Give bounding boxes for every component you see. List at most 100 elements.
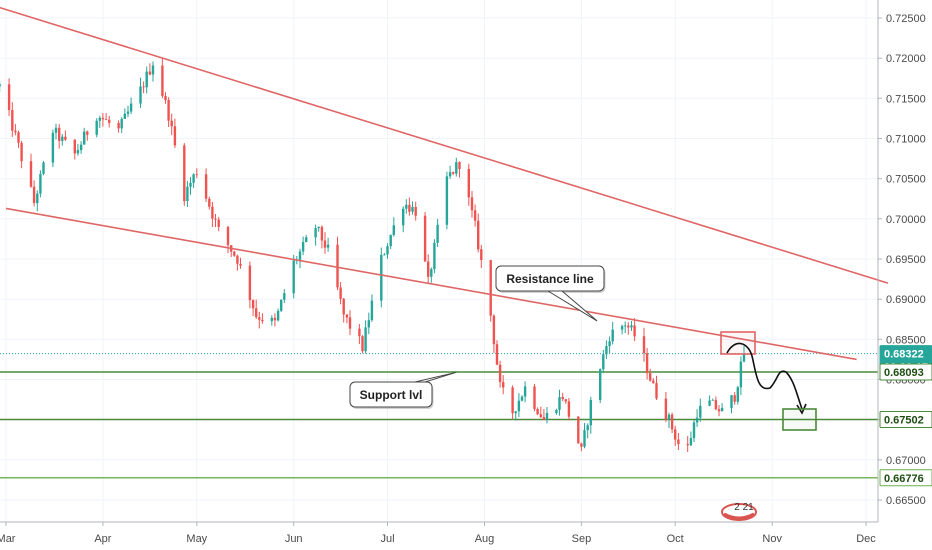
candle-body[interactable] [736, 387, 739, 402]
candle-body[interactable] [655, 383, 658, 399]
candle-body[interactable] [558, 397, 561, 410]
candle-body[interactable] [620, 325, 624, 330]
candle-body[interactable] [348, 317, 352, 329]
candle-body[interactable] [630, 325, 633, 328]
candle-body[interactable] [298, 251, 302, 260]
candle-body[interactable] [436, 224, 439, 243]
target-box[interactable] [782, 408, 817, 431]
candle-body[interactable] [273, 317, 277, 321]
candle-body[interactable] [448, 172, 452, 177]
candle-body[interactable] [555, 409, 558, 414]
candle-body[interactable] [86, 131, 89, 135]
price-axis[interactable]: 0.72500 0.72000 0.71500 0.71000 0.70500 0.700… [878, 13, 926, 507]
candle-body[interactable] [405, 204, 408, 209]
callout[interactable]: Support lvl [349, 371, 457, 409]
candle-body[interactable] [336, 244, 339, 288]
candle-body[interactable] [602, 354, 605, 370]
candles[interactable] [0, 57, 746, 452]
candle-body[interactable] [445, 176, 449, 225]
candle-body[interactable] [733, 395, 736, 402]
candle-body[interactable] [652, 380, 655, 384]
candle-body[interactable] [580, 443, 583, 447]
candle-body[interactable] [79, 144, 83, 151]
candle-body[interactable] [142, 86, 145, 88]
candle-body[interactable] [251, 300, 255, 309]
candle-body[interactable] [108, 119, 111, 123]
candle-body[interactable] [95, 120, 98, 135]
candle-body[interactable] [514, 411, 517, 414]
candle-body[interactable] [226, 227, 230, 246]
candle-body[interactable] [211, 206, 214, 219]
candle-body[interactable] [689, 438, 693, 446]
candle-body[interactable] [430, 269, 433, 277]
candle-body[interactable] [73, 139, 76, 154]
candle-body[interactable] [120, 118, 123, 129]
candle-body[interactable] [345, 314, 349, 318]
candle-body[interactable] [670, 414, 674, 430]
candle-body[interactable] [7, 84, 11, 110]
candle-body[interactable] [386, 246, 389, 255]
trendline[interactable] [0, 6, 889, 284]
candle-body[interactable] [564, 399, 567, 402]
candle-body[interactable] [714, 399, 718, 410]
candle-body[interactable] [61, 136, 64, 141]
candle-body[interactable] [455, 162, 458, 174]
candle-body[interactable] [589, 400, 592, 426]
candle-body[interactable] [170, 120, 173, 127]
candle-body[interactable] [567, 401, 571, 417]
candle-body[interactable] [511, 387, 514, 414]
candle-body[interactable] [539, 414, 542, 418]
candle-body[interactable] [292, 260, 295, 294]
candle-body[interactable] [495, 344, 499, 365]
candle-body[interactable] [195, 174, 198, 176]
candle-body[interactable] [270, 317, 273, 322]
candle-body[interactable] [624, 325, 627, 327]
candle-body[interactable] [305, 237, 308, 242]
candle-body[interactable] [367, 320, 370, 328]
candle-body[interactable] [411, 207, 414, 212]
candle-body[interactable] [32, 186, 36, 204]
candle-body[interactable] [452, 172, 455, 174]
trendline[interactable] [5, 207, 857, 361]
candle-body[interactable] [649, 373, 652, 381]
candle-body[interactable] [261, 319, 264, 322]
candle-body[interactable] [186, 186, 189, 202]
candle-body[interactable] [36, 193, 39, 204]
candle-body[interactable] [717, 409, 721, 412]
candle-body[interactable] [502, 382, 505, 388]
candle-body[interactable] [301, 242, 305, 252]
candle-body[interactable] [320, 226, 324, 241]
candle-body[interactable] [342, 298, 345, 315]
candle-body[interactable] [708, 400, 711, 406]
candle-body[interactable] [204, 174, 208, 199]
candle-body[interactable] [583, 430, 586, 447]
candle-body[interactable] [586, 425, 589, 431]
candle-body[interactable] [489, 260, 492, 316]
candle-body[interactable] [667, 414, 671, 420]
candle-body[interactable] [414, 207, 417, 216]
candle-body[interactable] [145, 71, 148, 88]
candle-body[interactable] [148, 71, 152, 75]
candle-body[interactable] [192, 174, 195, 183]
candle-body[interactable] [317, 226, 320, 229]
candle-body[interactable] [117, 122, 120, 129]
candle-body[interactable] [248, 265, 252, 301]
candle-body[interactable] [536, 409, 539, 415]
candle-body[interactable] [542, 417, 546, 420]
candle-body[interactable] [380, 254, 383, 301]
candle-body[interactable] [173, 126, 177, 146]
time-axis[interactable]: Mar Apr May Jun Jul Aug Sep Oct Nov Dec [0, 522, 876, 545]
candle-body[interactable] [477, 220, 480, 250]
candle-body[interactable] [29, 161, 33, 187]
candle-body[interactable] [695, 417, 699, 423]
candle-body[interactable] [76, 150, 80, 154]
candle-body[interactable] [123, 113, 126, 119]
candle-body[interactable] [358, 328, 361, 337]
candle-body[interactable] [427, 261, 430, 277]
candle-body[interactable] [577, 416, 580, 444]
candle-body[interactable] [433, 242, 436, 270]
candle-body[interactable] [692, 422, 696, 439]
candle-body[interactable] [492, 315, 496, 345]
candle-body[interactable] [83, 131, 86, 145]
candle-body[interactable] [239, 263, 242, 266]
